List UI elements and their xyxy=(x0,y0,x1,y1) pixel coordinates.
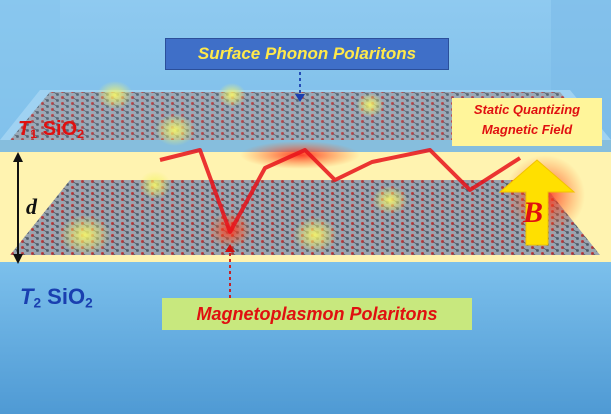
glow xyxy=(97,81,133,109)
t1-subscript: 1 xyxy=(30,127,38,142)
magnetic-field-caption: Static Quantizing Magnetic Field xyxy=(452,98,602,146)
glow xyxy=(293,217,337,253)
glow xyxy=(372,186,408,214)
glow xyxy=(155,114,195,146)
top-pointer-head xyxy=(295,94,305,102)
field-arrow xyxy=(498,159,576,246)
t1-material-subscript: 2 xyxy=(77,127,85,142)
magnetic-field-line2: Magnetic Field xyxy=(481,122,573,137)
red-glow xyxy=(240,141,360,169)
magnetoplasmon-caption-text: Magnetoplasmon Polaritons xyxy=(196,304,438,324)
t1-material: SiO xyxy=(42,118,78,140)
t2-label: T2 SiO2 xyxy=(20,284,93,310)
magnetoplasmon-caption: Magnetoplasmon Polaritons xyxy=(162,298,472,330)
glow xyxy=(139,171,171,199)
surface-phonon-caption-text: Surface Phonon Polaritons xyxy=(197,44,417,63)
glow xyxy=(59,215,111,255)
t2-material-subscript: 2 xyxy=(85,295,93,311)
t2-subscript: 2 xyxy=(33,295,42,311)
gap-distance-label: d xyxy=(26,194,37,219)
t1-symbol: T xyxy=(18,118,31,140)
magnetoplasmon-wave xyxy=(159,148,522,234)
t1-label: T1 SiO2 xyxy=(18,118,84,141)
t2-material: SiO xyxy=(47,284,86,309)
t2-symbol: T xyxy=(20,284,34,309)
d-arrow-bottom xyxy=(13,254,23,264)
bottom-pointer-head xyxy=(225,244,235,252)
field-symbol: B xyxy=(523,196,544,229)
surface-phonon-caption: Surface Phonon Polaritons xyxy=(165,38,449,70)
glow xyxy=(356,93,384,117)
glow xyxy=(218,83,246,107)
magnetic-field-line1: Static Quantizing xyxy=(473,102,581,117)
bottom-sio2-substrate xyxy=(0,262,611,414)
d-arrow-top xyxy=(13,152,23,162)
floor-grid xyxy=(40,369,571,401)
